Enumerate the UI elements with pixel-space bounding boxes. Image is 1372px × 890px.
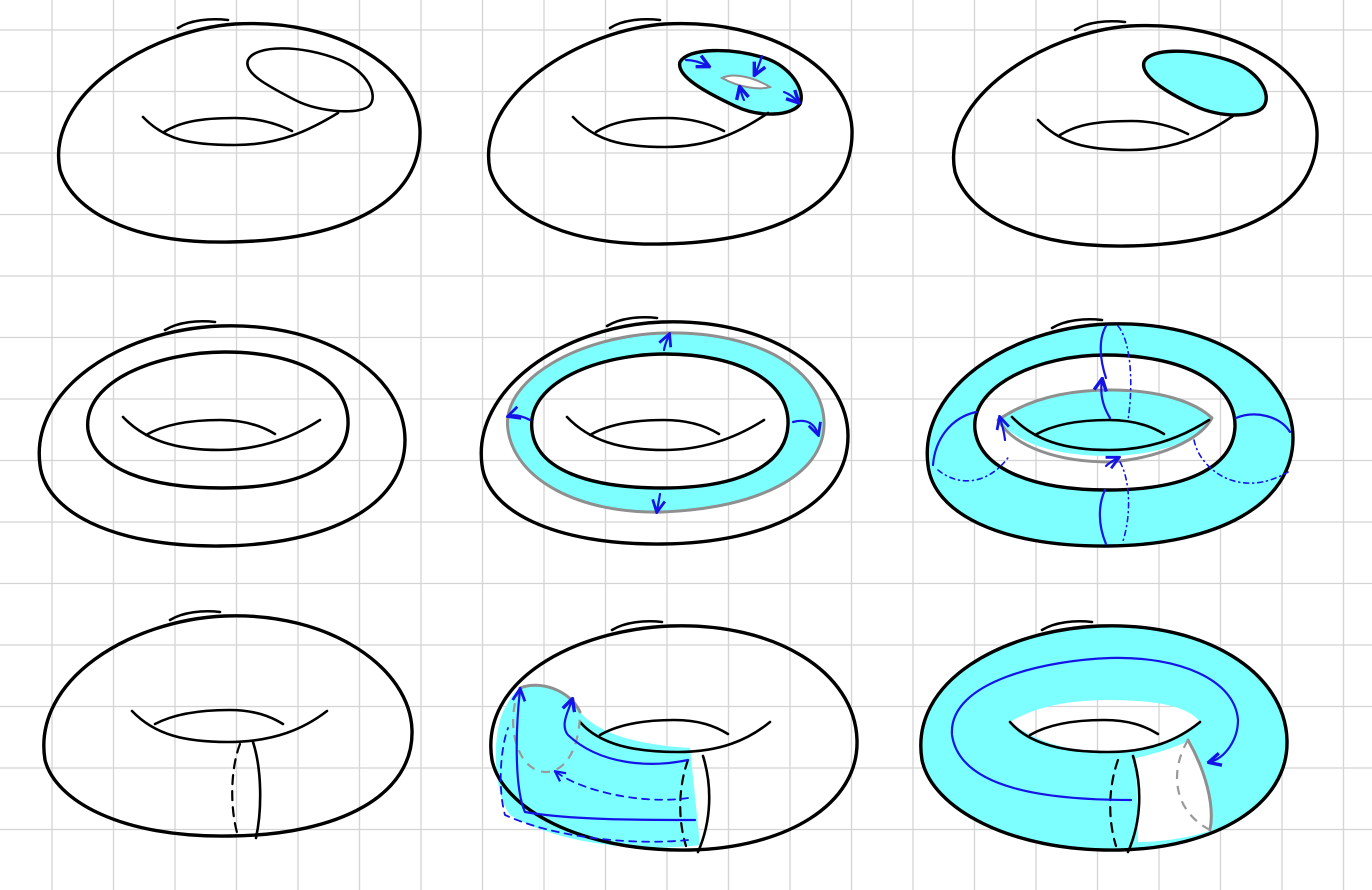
- annulus-region: [507, 333, 824, 512]
- torus-panel-r3c3: [921, 621, 1287, 852]
- torus-panel-r1c1: [59, 19, 420, 242]
- filled-disk-region: [1144, 51, 1267, 115]
- torus-panel-r2c1: [39, 321, 405, 546]
- torus-panel-r1c2: [489, 19, 852, 244]
- torus-panel-r2c3: [927, 319, 1293, 546]
- torus-panel-r2c2: [481, 317, 848, 544]
- torus-panel-r3c2: [491, 621, 857, 852]
- torus-panel-r1c3: [954, 21, 1317, 246]
